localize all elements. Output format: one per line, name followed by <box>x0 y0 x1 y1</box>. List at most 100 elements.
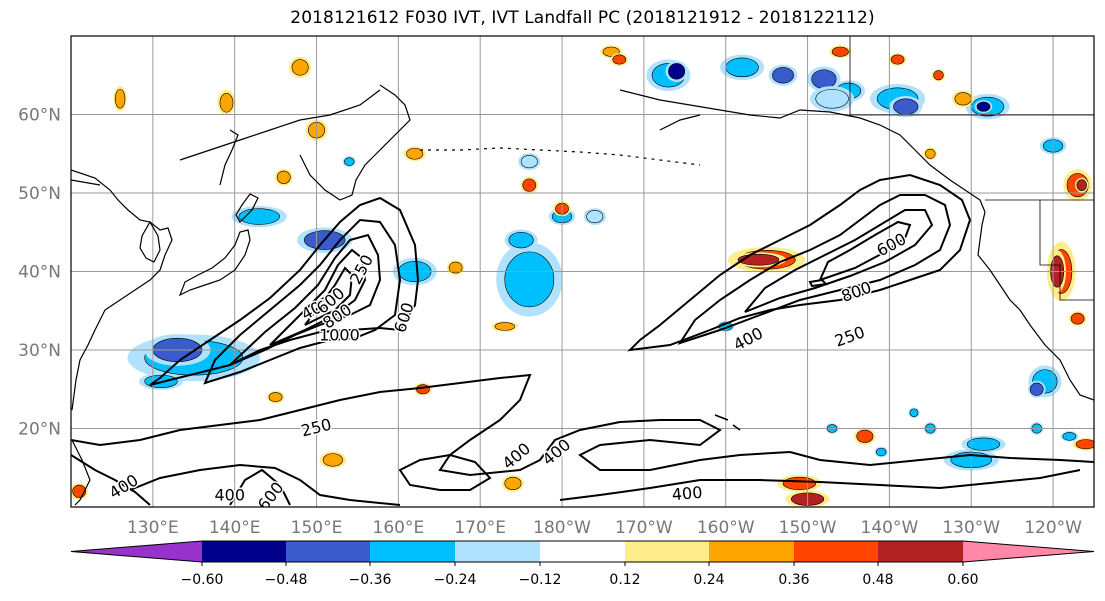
contour-label: 400 <box>671 483 703 505</box>
pc-shade <box>815 89 849 109</box>
lat-tick-label: 50°N <box>18 184 61 204</box>
pc-shade <box>772 67 794 84</box>
pc-shade <box>520 155 538 169</box>
colorbar-segment <box>709 541 794 562</box>
pc-shade <box>219 93 234 113</box>
pc-shade <box>1075 439 1094 450</box>
colorbar-segment <box>540 541 625 562</box>
pc-shade <box>1076 179 1087 191</box>
pc-shade <box>416 384 430 395</box>
colorbar-tick-label: −0.36 <box>349 572 392 588</box>
pc-shade <box>276 170 291 184</box>
lat-tick-label: 20°N <box>18 420 61 440</box>
pc-shade <box>856 429 874 443</box>
colorbar-segment <box>455 541 540 562</box>
lat-tick-label: 40°N <box>18 263 61 283</box>
colorbar-tick-label: −0.60 <box>181 572 224 588</box>
contour-label: 400 <box>214 486 245 505</box>
lon-tick-label: 160°E <box>373 518 425 538</box>
pc-shade <box>725 57 759 78</box>
lat-tick-label: 60°N <box>18 106 61 126</box>
contour-400-west <box>203 218 402 385</box>
pc-shade <box>322 453 344 467</box>
chart-title: 2018121612 F030 IVT, IVT Landfall PC (20… <box>290 8 875 28</box>
pc-shade <box>114 89 126 109</box>
pc-shade <box>1070 312 1085 325</box>
colorbar-segment <box>794 541 878 562</box>
pc-shade <box>344 157 355 166</box>
contour-800-east-blob <box>808 278 829 288</box>
colorbar-tick-label: −0.12 <box>519 572 562 588</box>
ivt-contours <box>71 173 1094 506</box>
pc-shade <box>976 101 991 112</box>
pc-shade <box>925 148 936 159</box>
contour-400-east <box>677 194 952 345</box>
pc-shade <box>782 476 817 491</box>
colorbar-tick-label: 0.60 <box>947 572 978 588</box>
pc-shade <box>890 54 905 65</box>
lon-tick-label: 160°W <box>697 518 755 538</box>
contour-600-south <box>229 468 291 506</box>
lat-tick-label: 30°N <box>18 341 61 361</box>
lon-tick-label: 120°W <box>1024 518 1082 538</box>
gridlines <box>71 36 1094 507</box>
lon-tick-label: 140°W <box>861 518 919 538</box>
pc-shade <box>448 261 463 274</box>
lon-tick-label: 130°W <box>942 518 1000 538</box>
pc-shade <box>811 69 837 89</box>
pc-shade <box>504 251 555 308</box>
pc-shade <box>954 92 972 106</box>
colorbar-segment <box>878 541 963 562</box>
colorbar-tick-label: −0.48 <box>265 572 308 588</box>
colorbar-extend-high <box>963 541 1094 562</box>
contour-250-south <box>71 373 1094 477</box>
colorbar-tick-label: 0.48 <box>862 572 893 588</box>
contour-800-west <box>269 248 367 346</box>
colorbar-segment <box>625 541 709 562</box>
lon-tick-label: 180°W <box>533 518 591 538</box>
lon-tick-label: 150°E <box>291 518 343 538</box>
colorbar-segment <box>370 541 455 562</box>
pc-shade <box>668 63 686 80</box>
pc-shade <box>508 231 534 249</box>
pc-shade <box>933 70 944 81</box>
colorbar <box>70 540 1095 563</box>
contour-label: 1000 <box>319 325 360 344</box>
contour-250-west <box>149 196 420 386</box>
colorbar-tick-labels: −0.60 −0.48 −0.36 −0.24 −0.12 0.12 0.24 0.36 0.4… <box>181 562 979 588</box>
map-frame <box>70 35 1095 508</box>
contour-400-south <box>129 463 401 506</box>
pc-shade <box>494 322 515 331</box>
contour-400-south3 <box>559 469 1081 501</box>
colorbar-segment <box>202 541 286 562</box>
pc-shade <box>522 178 537 192</box>
colorbar-extend-low <box>71 541 202 562</box>
pc-shade <box>1029 382 1044 396</box>
latitude-axis: 20°N 30°N 40°N 50°N 60°N <box>18 106 61 440</box>
pc-shade <box>893 98 919 115</box>
pc-shade <box>586 209 604 224</box>
coastlines <box>71 36 1094 506</box>
colorbar-tick-label: 0.12 <box>609 572 640 588</box>
lon-tick-label: 150°W <box>779 518 837 538</box>
contour-800-east <box>818 220 912 282</box>
pc-shade <box>966 437 1001 451</box>
pc-shade <box>876 447 887 457</box>
pc-shade <box>504 476 522 491</box>
colorbar-tick-label: −0.24 <box>434 572 477 588</box>
contour-1000-west <box>304 266 354 326</box>
colorbar-tick-label: 0.24 <box>693 572 724 588</box>
lon-tick-label: 130°E <box>127 518 179 538</box>
contour-sw <box>71 454 151 506</box>
longitude-axis: 130°E 140°E 150°E 160°E 170°E 180°W 170°W 160°W… <box>127 518 1082 538</box>
pc-shade <box>406 147 424 160</box>
colorbar-tick-label: 0.36 <box>778 572 809 588</box>
pc-shade <box>1062 432 1077 441</box>
pc-shade <box>612 54 627 65</box>
pc-shade <box>291 59 309 76</box>
lon-tick-label: 140°E <box>209 518 261 538</box>
lon-tick-label: 170°E <box>454 518 506 538</box>
lon-tick-label: 170°W <box>615 518 673 538</box>
pc-shade <box>831 46 849 57</box>
